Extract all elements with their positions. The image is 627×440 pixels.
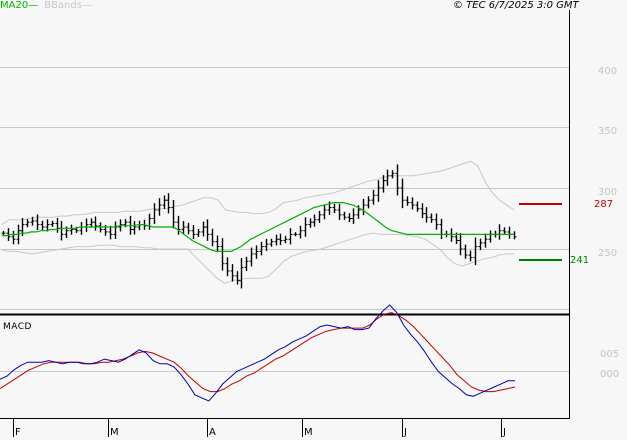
copyright-timestamp: © TEC 6/7/2025 3:0 GMT [453,0,579,11]
macd-signal-line [0,312,516,393]
legend-ma20-label: MA20 [0,0,29,11]
legend-ma20-swatch: — [28,0,39,11]
month-label-jun: J [404,427,407,438]
legend-bbands-label: BBands [44,0,82,11]
macd-line [0,304,515,402]
price-axis-label-250: 250 [598,248,618,259]
macd-title: MACD [3,322,32,332]
ohlc-bars [1,164,517,289]
price-grid [0,67,569,250]
macd-axis-label-000: 000 [600,369,620,380]
bollinger-upper-band [1,160,515,226]
month-ticks [13,419,502,437]
support-level-label: 241 [570,255,590,266]
legend-bbands-swatch: — [81,0,92,11]
bollinger-lower-band [1,232,514,284]
ma20-line [2,202,514,252]
month-label-apr: A [209,427,216,438]
month-label-jul: J [503,427,506,438]
legend-ma20: MA20— [0,0,38,11]
price-axis-label-400: 400 [598,66,618,77]
macd-axis-label-005: 005 [600,349,620,360]
month-label-may: M [304,427,313,438]
legend-bbands: BBands— [44,0,92,11]
resistance-level-label: 287 [594,199,614,210]
chart-legend: MA20— BBands— [0,0,92,12]
price-axis-label-350: 350 [598,126,618,137]
price-axis-label-300: 300 [598,187,618,198]
month-label-mar: M [110,427,119,438]
month-label-feb: F [15,427,21,438]
